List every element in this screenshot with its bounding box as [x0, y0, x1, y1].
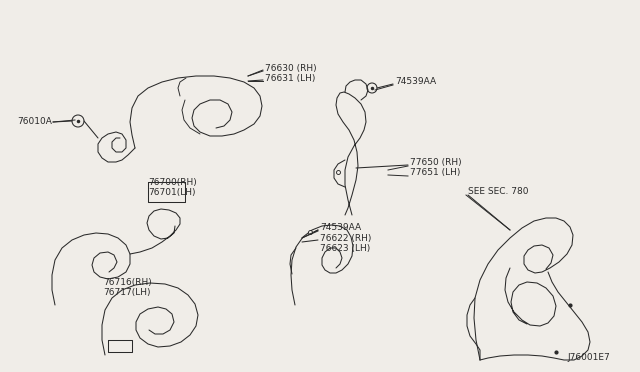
Text: 76631 (LH): 76631 (LH) — [265, 74, 316, 83]
Text: 76622 (RH): 76622 (RH) — [320, 234, 371, 243]
Text: 76701(LH): 76701(LH) — [148, 187, 195, 196]
Text: 77651 (LH): 77651 (LH) — [410, 169, 460, 177]
Text: 76700(RH): 76700(RH) — [148, 177, 196, 186]
Text: 76716(RH): 76716(RH) — [103, 278, 152, 286]
Text: J76001E7: J76001E7 — [567, 353, 610, 362]
Text: 74539AA: 74539AA — [395, 77, 436, 87]
Text: 77650 (RH): 77650 (RH) — [410, 158, 461, 167]
Text: 76717(LH): 76717(LH) — [103, 288, 150, 296]
Text: 76010A: 76010A — [17, 118, 52, 126]
Text: SEE SEC. 780: SEE SEC. 780 — [468, 187, 529, 196]
Text: 76623 (LH): 76623 (LH) — [320, 244, 371, 253]
Text: 76630 (RH): 76630 (RH) — [265, 64, 317, 73]
Text: 74539AA: 74539AA — [320, 224, 361, 232]
